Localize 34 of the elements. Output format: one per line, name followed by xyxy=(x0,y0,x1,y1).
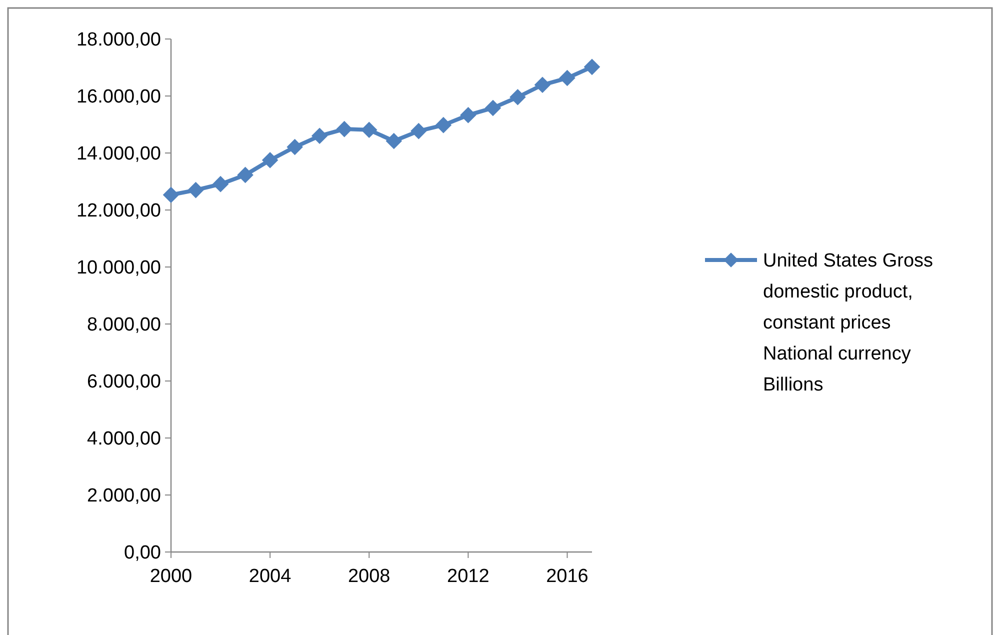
point xyxy=(212,176,228,192)
point xyxy=(534,76,550,93)
y-tick-label: 12.000,00 xyxy=(76,200,161,222)
point xyxy=(286,139,303,155)
y-tick-label: 0,00 xyxy=(124,542,161,564)
point xyxy=(584,59,600,75)
point xyxy=(312,128,328,144)
legend-label: United States Gross domestic product, constant prices National currency Billions xyxy=(763,250,934,396)
x-tick-label: 2004 xyxy=(248,566,292,587)
point xyxy=(188,182,204,198)
point xyxy=(510,89,526,106)
y-tick-label: 14.000,00 xyxy=(76,144,161,165)
x-tick-label: 2016 xyxy=(546,566,588,587)
y-tick-label: 6.000,00 xyxy=(87,372,161,393)
point xyxy=(163,186,179,203)
x-tick-label: 2000 xyxy=(150,566,192,587)
point xyxy=(386,133,402,149)
point xyxy=(336,121,352,137)
x-tick-label: 2012 xyxy=(447,566,490,587)
point xyxy=(361,122,378,138)
y-tick-label: 2.000,00 xyxy=(87,486,161,507)
y-tick-label: 8.000,00 xyxy=(87,314,161,336)
point xyxy=(410,123,427,139)
point xyxy=(460,107,476,124)
point xyxy=(435,117,452,133)
y-tick-label: 18.000,00 xyxy=(76,30,161,51)
y-tick-label: 10.000,00 xyxy=(76,258,161,279)
point xyxy=(485,100,501,116)
x-tick-label: 2008 xyxy=(348,566,390,587)
y-tick-label: 16.000,00 xyxy=(76,86,161,108)
point xyxy=(262,152,278,168)
point xyxy=(559,70,576,86)
point xyxy=(237,167,254,183)
y-tick-label: 4.000,00 xyxy=(87,428,161,450)
